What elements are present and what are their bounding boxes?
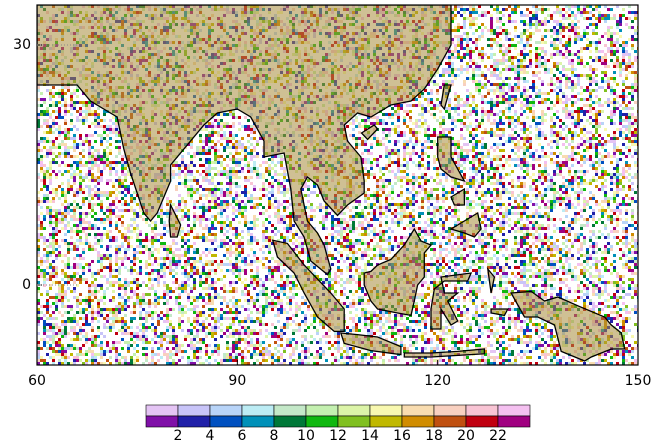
colorbar-label: 4 — [206, 428, 215, 444]
y-tick-label: 0 — [22, 277, 31, 293]
colorbar-label: 20 — [457, 428, 475, 444]
colorbar-swatch — [466, 405, 498, 416]
colorbar-swatch — [370, 405, 402, 416]
colorbar-swatch — [210, 405, 242, 416]
colorbar-label: 10 — [297, 428, 315, 444]
x-tick-label: 60 — [28, 373, 46, 389]
colorbar-swatch — [242, 405, 274, 416]
colorbar-swatch — [274, 416, 306, 427]
colorbar-swatch — [210, 416, 242, 427]
colorbar-swatch — [498, 416, 530, 427]
colorbar-label: 6 — [238, 428, 247, 444]
y-tick-label: 30 — [13, 37, 31, 53]
colorbar-swatch — [370, 416, 402, 427]
colorbar-swatch — [178, 405, 210, 416]
colorbar-swatch — [434, 416, 466, 427]
colorbar-swatch — [466, 416, 498, 427]
colorbar-swatch — [338, 405, 370, 416]
x-tick-label: 90 — [228, 373, 246, 389]
colorbar-swatch — [434, 405, 466, 416]
colorbar-swatch — [402, 405, 434, 416]
colorbar-label: 8 — [270, 428, 279, 444]
colorbar-label: 22 — [489, 428, 507, 444]
colorbar-label: 12 — [329, 428, 347, 444]
x-tick-label: 120 — [424, 373, 451, 389]
colorbar-swatch — [306, 405, 338, 416]
colorbar-swatch — [178, 416, 210, 427]
colorbar-swatch — [402, 416, 434, 427]
colorbar-label: 18 — [425, 428, 443, 444]
colorbar-swatch — [306, 416, 338, 427]
colorbar-swatch — [146, 416, 178, 427]
colorbar-swatch — [242, 416, 274, 427]
colorbar-label: 16 — [393, 428, 411, 444]
colorbar-label: 2 — [174, 428, 183, 444]
x-tick-label: 150 — [625, 373, 652, 389]
colorbar-swatch — [498, 405, 530, 416]
colorbar-swatch — [274, 405, 306, 416]
map-figure: 60 90 120 150 0 30 2 4 6 8 10 12 14 16 18 20 22 — [0, 0, 652, 445]
colorbar-swatch — [338, 416, 370, 427]
colorbar-swatch — [146, 405, 178, 416]
colorbar-label: 14 — [361, 428, 379, 444]
